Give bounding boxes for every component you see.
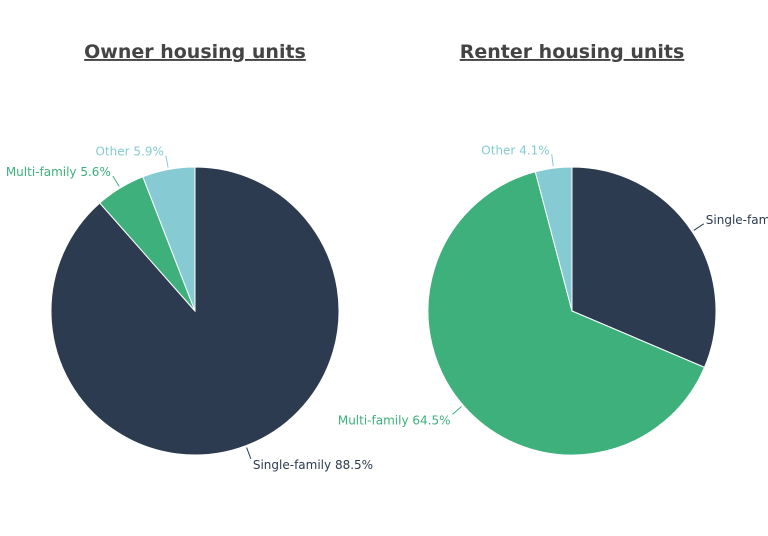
pie-slice <box>534 166 573 312</box>
data-label: Single-family 31.4% <box>706 213 768 227</box>
leader-line <box>693 223 705 231</box>
leader-line <box>112 175 120 187</box>
chart-title: Owner housing units <box>84 41 306 63</box>
leader-line <box>551 154 554 167</box>
label-category: Other <box>95 145 129 159</box>
data-label: Other 5.9% <box>95 145 163 159</box>
leader-line <box>246 447 252 459</box>
pie-slice <box>571 166 717 369</box>
data-label: Multi-family 5.6% <box>6 165 111 179</box>
label-category: Single-family <box>253 458 331 472</box>
label-value: 88.5% <box>335 458 373 472</box>
data-label: Single-family 88.5% <box>253 458 373 472</box>
label-value: 5.6% <box>80 165 111 179</box>
label-category: Single-family <box>706 213 768 227</box>
leader-line <box>165 155 169 168</box>
pie-slice <box>427 171 706 456</box>
leader-line <box>452 406 462 415</box>
data-label: Multi-family 64.5% <box>338 413 451 427</box>
label-value: 4.1% <box>519 143 550 157</box>
chart-title: Renter housing units <box>460 41 685 63</box>
label-category: Multi-family <box>338 413 409 427</box>
data-label: Other 4.1% <box>481 143 549 157</box>
label-category: Other <box>481 143 515 157</box>
pie-slice <box>142 166 196 312</box>
label-value: 5.9% <box>133 145 164 159</box>
label-value: 64.5% <box>412 413 450 427</box>
label-category: Multi-family <box>6 165 77 179</box>
